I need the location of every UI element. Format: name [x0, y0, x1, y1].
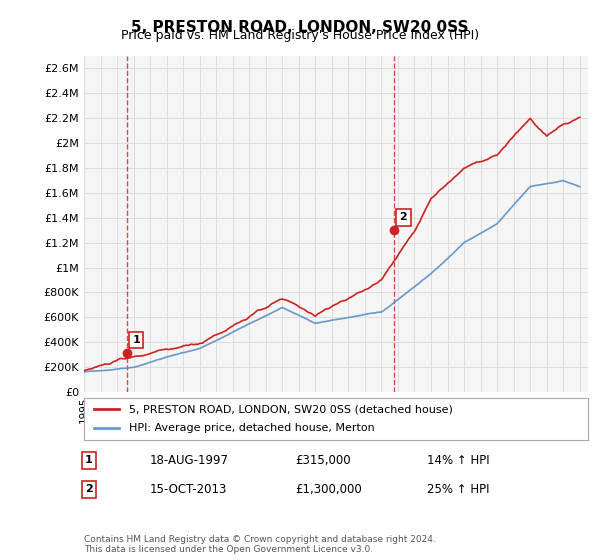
Text: HPI: Average price, detached house, Merton: HPI: Average price, detached house, Mert… [130, 423, 375, 433]
Text: 5, PRESTON ROAD, LONDON, SW20 0SS (detached house): 5, PRESTON ROAD, LONDON, SW20 0SS (detac… [130, 404, 453, 414]
Text: Price paid vs. HM Land Registry's House Price Index (HPI): Price paid vs. HM Land Registry's House … [121, 29, 479, 42]
Text: 5, PRESTON ROAD, LONDON, SW20 0SS: 5, PRESTON ROAD, LONDON, SW20 0SS [131, 20, 469, 35]
Text: 14% ↑ HPI: 14% ↑ HPI [427, 454, 490, 467]
Text: 2: 2 [400, 212, 407, 222]
Text: 2: 2 [85, 484, 93, 494]
Text: 25% ↑ HPI: 25% ↑ HPI [427, 483, 489, 496]
Text: 1: 1 [132, 335, 140, 345]
Text: £1,300,000: £1,300,000 [296, 483, 362, 496]
Text: £315,000: £315,000 [296, 454, 352, 467]
Text: 1: 1 [85, 455, 93, 465]
Text: 18-AUG-1997: 18-AUG-1997 [149, 454, 229, 467]
Text: 15-OCT-2013: 15-OCT-2013 [149, 483, 227, 496]
Text: Contains HM Land Registry data © Crown copyright and database right 2024.
This d: Contains HM Land Registry data © Crown c… [84, 535, 436, 554]
